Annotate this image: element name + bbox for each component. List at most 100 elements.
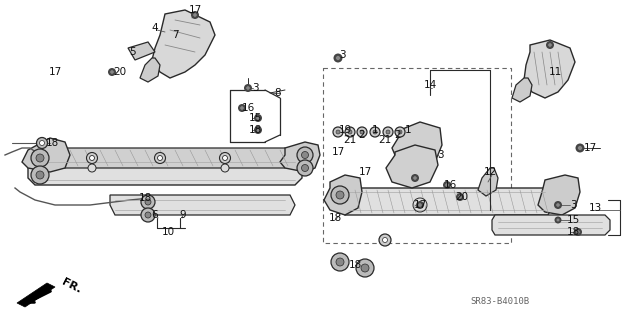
Circle shape	[221, 164, 229, 172]
Polygon shape	[340, 188, 552, 215]
Polygon shape	[152, 10, 215, 78]
Circle shape	[379, 234, 391, 246]
Circle shape	[370, 127, 380, 137]
Text: 10: 10	[161, 227, 175, 237]
Polygon shape	[28, 158, 302, 185]
Circle shape	[90, 156, 95, 160]
Circle shape	[373, 130, 377, 134]
Polygon shape	[492, 215, 610, 235]
Polygon shape	[280, 142, 320, 172]
Circle shape	[110, 70, 114, 74]
Circle shape	[154, 153, 166, 164]
Circle shape	[383, 127, 393, 137]
Text: 3: 3	[339, 50, 346, 60]
Text: 3: 3	[436, 150, 444, 160]
Text: 17: 17	[49, 67, 61, 77]
Circle shape	[301, 164, 308, 172]
Circle shape	[256, 116, 260, 120]
Circle shape	[333, 127, 343, 137]
Circle shape	[413, 176, 417, 180]
Circle shape	[395, 127, 405, 137]
Circle shape	[556, 203, 560, 207]
Circle shape	[254, 126, 262, 134]
Circle shape	[356, 259, 374, 277]
Circle shape	[254, 114, 262, 122]
Text: 16: 16	[241, 103, 255, 113]
Text: 14: 14	[424, 80, 436, 90]
Circle shape	[416, 201, 424, 209]
Circle shape	[240, 106, 244, 110]
Circle shape	[193, 13, 197, 17]
Circle shape	[386, 130, 390, 134]
Text: 15: 15	[566, 215, 580, 225]
Circle shape	[458, 195, 462, 199]
Circle shape	[31, 149, 49, 167]
Circle shape	[411, 174, 419, 182]
Circle shape	[86, 153, 97, 164]
Circle shape	[141, 208, 155, 222]
Text: 1: 1	[372, 125, 378, 135]
Circle shape	[357, 127, 367, 137]
Circle shape	[574, 228, 582, 236]
Circle shape	[256, 128, 260, 132]
Polygon shape	[110, 195, 295, 215]
Polygon shape	[478, 168, 498, 196]
Circle shape	[36, 171, 44, 179]
Circle shape	[398, 130, 402, 134]
Circle shape	[157, 156, 163, 160]
Circle shape	[220, 153, 230, 164]
Text: 18: 18	[348, 260, 362, 270]
Circle shape	[145, 212, 151, 218]
Text: 20: 20	[113, 67, 127, 77]
Polygon shape	[392, 122, 442, 168]
Text: 21: 21	[378, 135, 392, 145]
Text: 20: 20	[456, 192, 468, 202]
Text: 8: 8	[275, 88, 282, 98]
Circle shape	[244, 84, 252, 92]
Text: 5: 5	[130, 47, 136, 57]
Circle shape	[554, 217, 561, 223]
Circle shape	[331, 186, 349, 204]
Circle shape	[443, 181, 451, 189]
Circle shape	[141, 195, 155, 209]
Circle shape	[548, 43, 552, 47]
Text: 13: 13	[588, 203, 602, 213]
Circle shape	[345, 127, 355, 137]
Circle shape	[336, 130, 340, 134]
Circle shape	[361, 264, 369, 272]
Circle shape	[575, 143, 584, 153]
Text: 9: 9	[180, 210, 186, 220]
Text: 7: 7	[172, 30, 179, 40]
Bar	[323, 68, 511, 243]
Text: 3: 3	[570, 200, 576, 210]
Circle shape	[331, 253, 349, 271]
Polygon shape	[324, 175, 362, 215]
Text: 12: 12	[483, 167, 497, 177]
Text: 21: 21	[344, 135, 356, 145]
Circle shape	[576, 230, 580, 234]
Circle shape	[191, 11, 199, 19]
Text: 15: 15	[248, 113, 262, 123]
Circle shape	[297, 147, 313, 163]
Text: 17: 17	[413, 200, 427, 210]
Polygon shape	[140, 58, 160, 82]
Circle shape	[577, 146, 582, 150]
Text: 6: 6	[152, 210, 158, 220]
Circle shape	[554, 201, 562, 209]
Text: 2: 2	[358, 130, 365, 140]
Polygon shape	[17, 283, 55, 307]
Text: 18: 18	[566, 227, 580, 237]
Circle shape	[556, 218, 560, 222]
Polygon shape	[524, 40, 575, 98]
Text: 17: 17	[584, 143, 596, 153]
Circle shape	[348, 130, 352, 134]
Text: FR.: FR.	[60, 277, 83, 295]
Text: 18: 18	[138, 193, 152, 203]
Circle shape	[145, 199, 151, 205]
Circle shape	[223, 156, 227, 160]
Text: 3: 3	[252, 83, 259, 93]
Polygon shape	[55, 148, 292, 168]
Circle shape	[383, 237, 387, 243]
Circle shape	[238, 104, 246, 112]
Text: 1: 1	[404, 125, 412, 135]
